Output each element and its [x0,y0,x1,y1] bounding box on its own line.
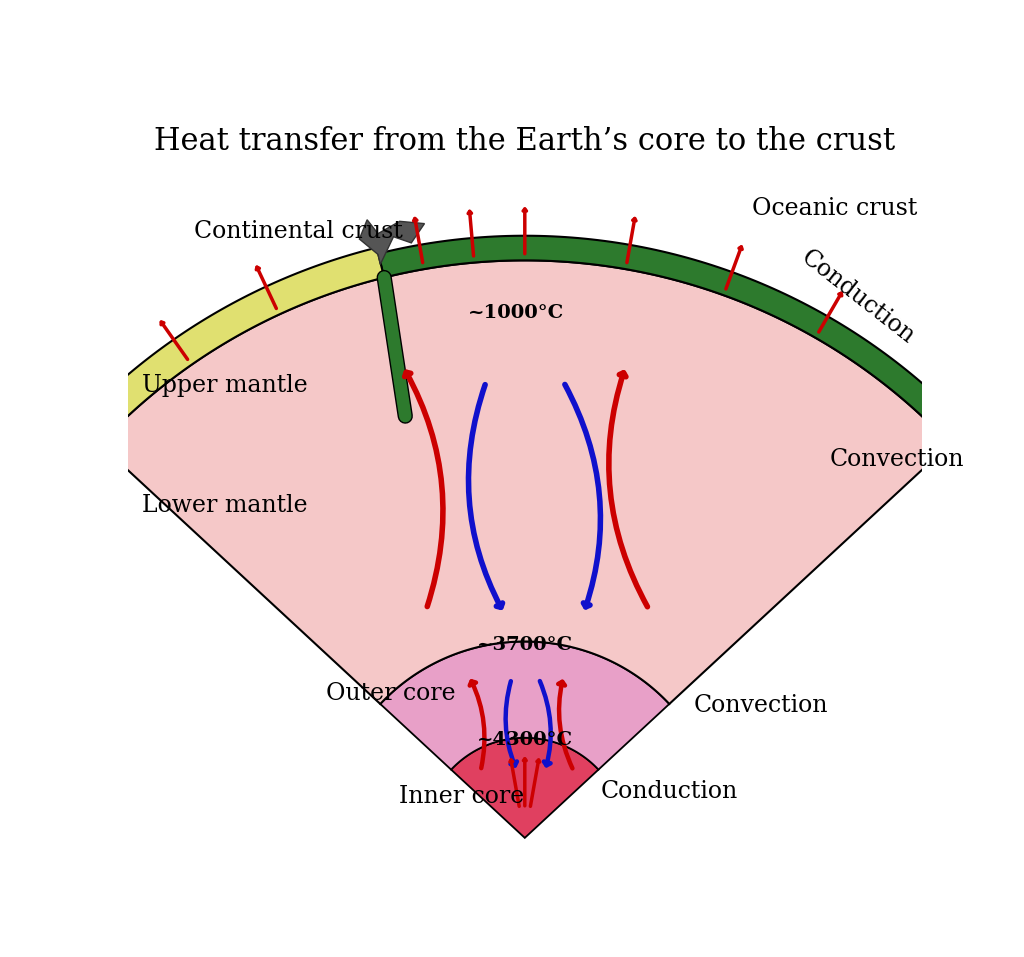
Polygon shape [359,220,425,264]
Text: ~3700°C: ~3700°C [477,636,572,655]
Text: Oceanic crust: Oceanic crust [752,197,918,220]
Polygon shape [452,738,598,838]
Text: Upper mantle: Upper mantle [142,374,307,397]
Text: Conduction: Conduction [796,246,919,348]
Text: Convection: Convection [693,694,828,717]
Text: Inner core: Inner core [399,785,524,808]
Polygon shape [378,235,968,444]
Text: ~4300°C: ~4300°C [477,731,572,749]
Text: Heat transfer from the Earth’s core to the crust: Heat transfer from the Earth’s core to t… [155,126,895,157]
Polygon shape [380,641,670,769]
Text: Lower mantle: Lower mantle [142,494,307,517]
Text: Continental crust: Continental crust [194,220,402,243]
Polygon shape [77,248,384,444]
Polygon shape [99,260,950,704]
Text: Outer core: Outer core [326,682,456,705]
Text: Convection: Convection [829,448,964,471]
Text: Conduction: Conduction [601,780,738,803]
Text: ~1000°C: ~1000°C [467,303,563,322]
